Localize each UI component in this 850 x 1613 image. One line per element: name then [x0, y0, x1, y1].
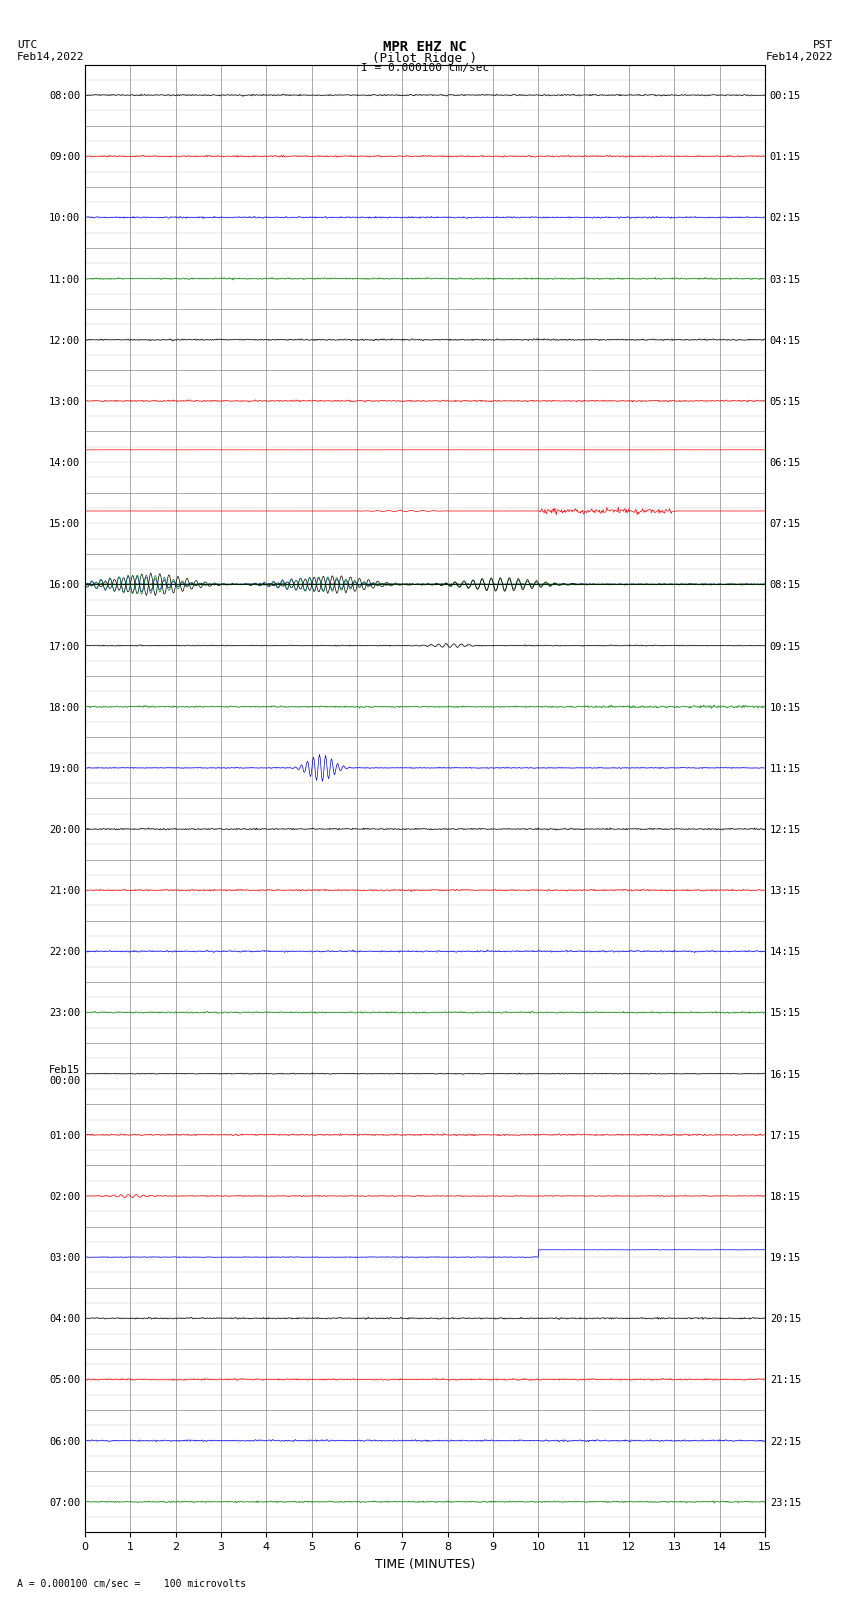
X-axis label: TIME (MINUTES): TIME (MINUTES): [375, 1558, 475, 1571]
Text: Feb14,2022: Feb14,2022: [766, 52, 833, 61]
Text: Feb14,2022: Feb14,2022: [17, 52, 84, 61]
Text: (Pilot Ridge ): (Pilot Ridge ): [372, 52, 478, 65]
Text: UTC: UTC: [17, 40, 37, 50]
Text: PST: PST: [813, 40, 833, 50]
Text: A = 0.000100 cm/sec =    100 microvolts: A = 0.000100 cm/sec = 100 microvolts: [17, 1579, 246, 1589]
Text: I = 0.000100 cm/sec: I = 0.000100 cm/sec: [361, 63, 489, 73]
Text: MPR EHZ NC: MPR EHZ NC: [383, 40, 467, 55]
